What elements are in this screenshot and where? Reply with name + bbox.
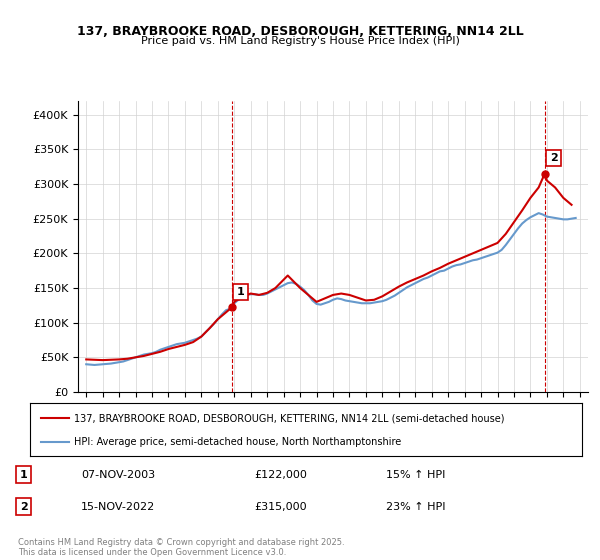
Text: 137, BRAYBROOKE ROAD, DESBOROUGH, KETTERING, NN14 2LL (semi-detached house): 137, BRAYBROOKE ROAD, DESBOROUGH, KETTER… bbox=[74, 413, 505, 423]
Text: £122,000: £122,000 bbox=[254, 470, 307, 479]
Text: 1: 1 bbox=[20, 470, 28, 479]
Text: 137, BRAYBROOKE ROAD, DESBOROUGH, KETTERING, NN14 2LL: 137, BRAYBROOKE ROAD, DESBOROUGH, KETTER… bbox=[77, 25, 523, 38]
Text: £315,000: £315,000 bbox=[254, 502, 307, 512]
Text: 2: 2 bbox=[550, 153, 557, 163]
Text: 23% ↑ HPI: 23% ↑ HPI bbox=[386, 502, 446, 512]
Text: HPI: Average price, semi-detached house, North Northamptonshire: HPI: Average price, semi-detached house,… bbox=[74, 436, 401, 446]
Text: 15% ↑ HPI: 15% ↑ HPI bbox=[386, 470, 446, 479]
Point bbox=[227, 303, 236, 312]
Point bbox=[540, 169, 550, 178]
Text: 2: 2 bbox=[20, 502, 28, 512]
Text: 15-NOV-2022: 15-NOV-2022 bbox=[81, 502, 155, 512]
Text: Price paid vs. HM Land Registry's House Price Index (HPI): Price paid vs. HM Land Registry's House … bbox=[140, 36, 460, 46]
Text: 07-NOV-2003: 07-NOV-2003 bbox=[81, 470, 155, 479]
Text: Contains HM Land Registry data © Crown copyright and database right 2025.
This d: Contains HM Land Registry data © Crown c… bbox=[18, 538, 344, 557]
Text: 1: 1 bbox=[237, 287, 245, 297]
